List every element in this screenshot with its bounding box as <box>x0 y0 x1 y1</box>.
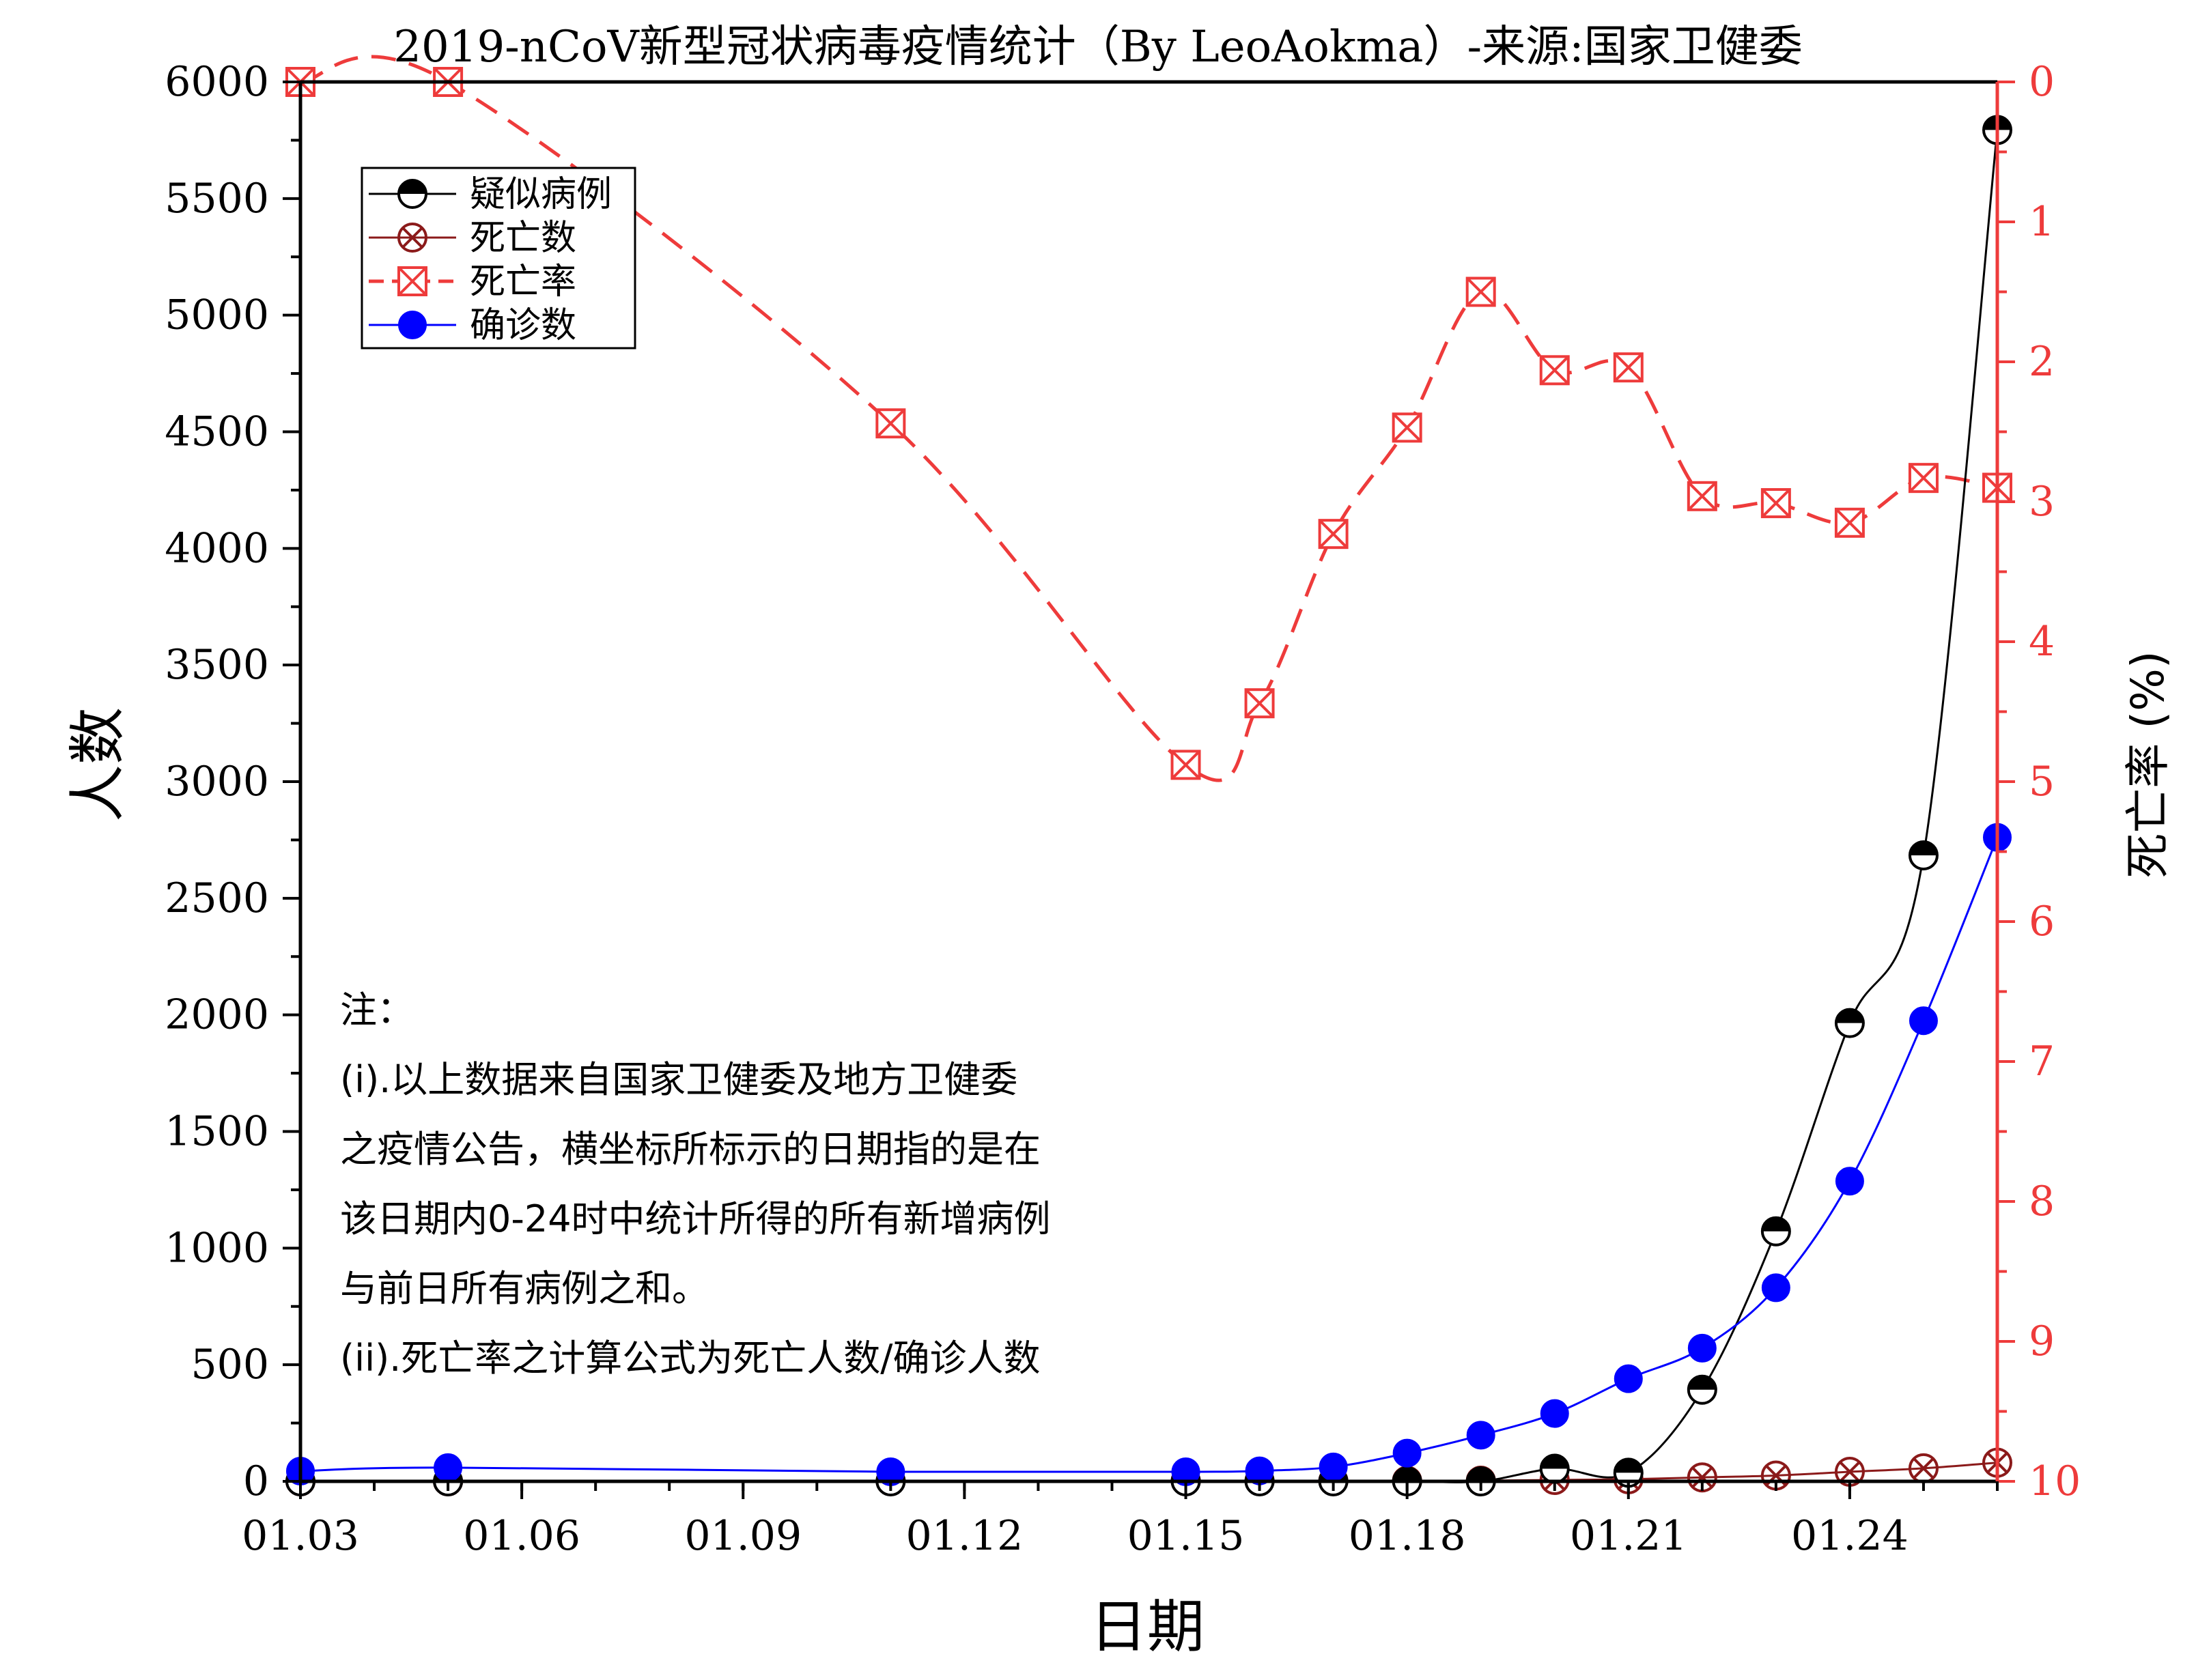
y-tick-label: 0 <box>243 1457 269 1505</box>
annotation-line: 该日期内0-24时中统计所得的所有新增病例 <box>340 1197 1051 1240</box>
x-tick-label: 01.06 <box>463 1512 580 1560</box>
x-tick-label: 01.18 <box>1349 1512 1466 1560</box>
y-tick-label: 6000 <box>165 58 269 106</box>
y2-tick-label: 10 <box>2029 1457 2081 1505</box>
data-point <box>1687 481 1717 511</box>
x-tick-label: 01.24 <box>1791 1512 1909 1560</box>
legend: 疑似病例 死亡数 死亡率 确诊数 <box>361 167 636 350</box>
y-tick-label: 3500 <box>165 641 269 689</box>
legend-symbols <box>369 179 456 339</box>
data-point <box>1319 1452 1348 1481</box>
legend-label-deaths: 死亡数 <box>470 218 576 259</box>
data-point <box>1613 352 1644 383</box>
y-tick-label: 1000 <box>165 1224 269 1272</box>
data-point <box>1687 1374 1717 1405</box>
data-point <box>1614 1364 1643 1393</box>
data-point <box>1908 463 1939 494</box>
data-point <box>1244 688 1275 719</box>
y-tick-label: 500 <box>191 1341 269 1389</box>
axes-layer: 0 500 1000 1500 2000 2500 3000 3500 4000 4500 5000… <box>165 58 2081 1560</box>
y2-tick-label: 6 <box>2029 898 2055 945</box>
data-point <box>1392 1438 1422 1468</box>
data-point <box>1834 507 1865 538</box>
y2-axis-title: 死亡率 (%) <box>2122 651 2174 878</box>
annotation-line: 与前日所有病例之和。 <box>340 1267 709 1310</box>
annotation-line: 注： <box>340 988 414 1031</box>
data-point <box>1539 1453 1570 1484</box>
y2-tick-label: 1 <box>2029 198 2055 246</box>
data-point <box>1761 1273 1790 1302</box>
data-point <box>397 266 427 296</box>
annotation-line: (ii).死亡率之计算公式为死亡人数/确诊人数 <box>340 1337 1041 1380</box>
y-tick-label: 2500 <box>165 874 269 922</box>
x-axis-title: 日期 <box>1090 1593 1205 1660</box>
annotation-line: (i).以上数据来自国家卫健委及地方卫健委 <box>340 1058 1017 1101</box>
data-point <box>875 408 906 439</box>
y2-tick-label: 8 <box>2029 1178 2055 1225</box>
x-tick-label: 01.21 <box>1570 1512 1687 1560</box>
data-point <box>1687 1333 1717 1363</box>
y-tick-label: 3000 <box>165 758 269 806</box>
x-tick-label: 01.12 <box>906 1512 1024 1560</box>
y2-tick-label: 3 <box>2029 478 2055 526</box>
data-point <box>1835 1167 1864 1196</box>
y-tick-label: 2000 <box>165 991 269 1039</box>
data-point <box>1760 1216 1791 1247</box>
data-point <box>1170 750 1201 780</box>
data-point <box>398 311 427 339</box>
annotation-line: 之疫情公告，横坐标所标示的日期指的是在 <box>340 1128 1041 1171</box>
data-point <box>1318 519 1349 550</box>
y2-tick-label: 9 <box>2029 1318 2055 1365</box>
y2-tick-label: 0 <box>2029 58 2055 106</box>
y-tick-label: 5000 <box>165 291 269 339</box>
y-axis-title: 人数 <box>64 707 131 822</box>
data-point <box>1834 1456 1865 1487</box>
data-point <box>1909 1006 1938 1036</box>
y2-tick-label: 2 <box>2029 338 2055 386</box>
data-point <box>1465 276 1496 307</box>
chart-title: 2019-nCoV新型冠状病毒疫情统计（By LeoAokma）-来源:国家卫健… <box>393 22 1802 72</box>
y-tick-label: 5500 <box>165 175 269 223</box>
x-tick-label: 01.03 <box>242 1512 359 1560</box>
data-point <box>434 1453 463 1482</box>
data-point <box>1908 840 1939 870</box>
legend-label-death-rate: 死亡率 <box>470 261 576 302</box>
data-point <box>1540 1399 1569 1428</box>
y-tick-label: 1500 <box>165 1108 269 1156</box>
annotation-note: 注： (i).以上数据来自国家卫健委及地方卫健委 之疫情公告，横坐标所标示的日期… <box>340 988 1051 1380</box>
x-tick-label: 01.15 <box>1127 1512 1245 1560</box>
y-tick-label: 4500 <box>165 408 269 456</box>
data-point <box>1392 412 1422 443</box>
legend-label-confirmed: 确诊数 <box>470 305 576 346</box>
data-point <box>1834 1008 1865 1038</box>
y-tick-label: 4000 <box>165 524 269 572</box>
y2-tick-label: 5 <box>2029 758 2055 806</box>
y2-tick-label: 7 <box>2029 1038 2055 1085</box>
data-point <box>1613 1457 1644 1488</box>
data-point <box>1687 1462 1717 1493</box>
legend-label-suspected: 疑似病例 <box>470 174 612 215</box>
y2-tick-label: 4 <box>2029 618 2055 666</box>
x-tick-label: 01.09 <box>684 1512 802 1560</box>
data-point <box>1539 355 1570 386</box>
data-point <box>397 223 427 253</box>
data-point <box>1466 1421 1495 1450</box>
data-point <box>397 179 427 209</box>
data-point <box>1760 488 1791 519</box>
